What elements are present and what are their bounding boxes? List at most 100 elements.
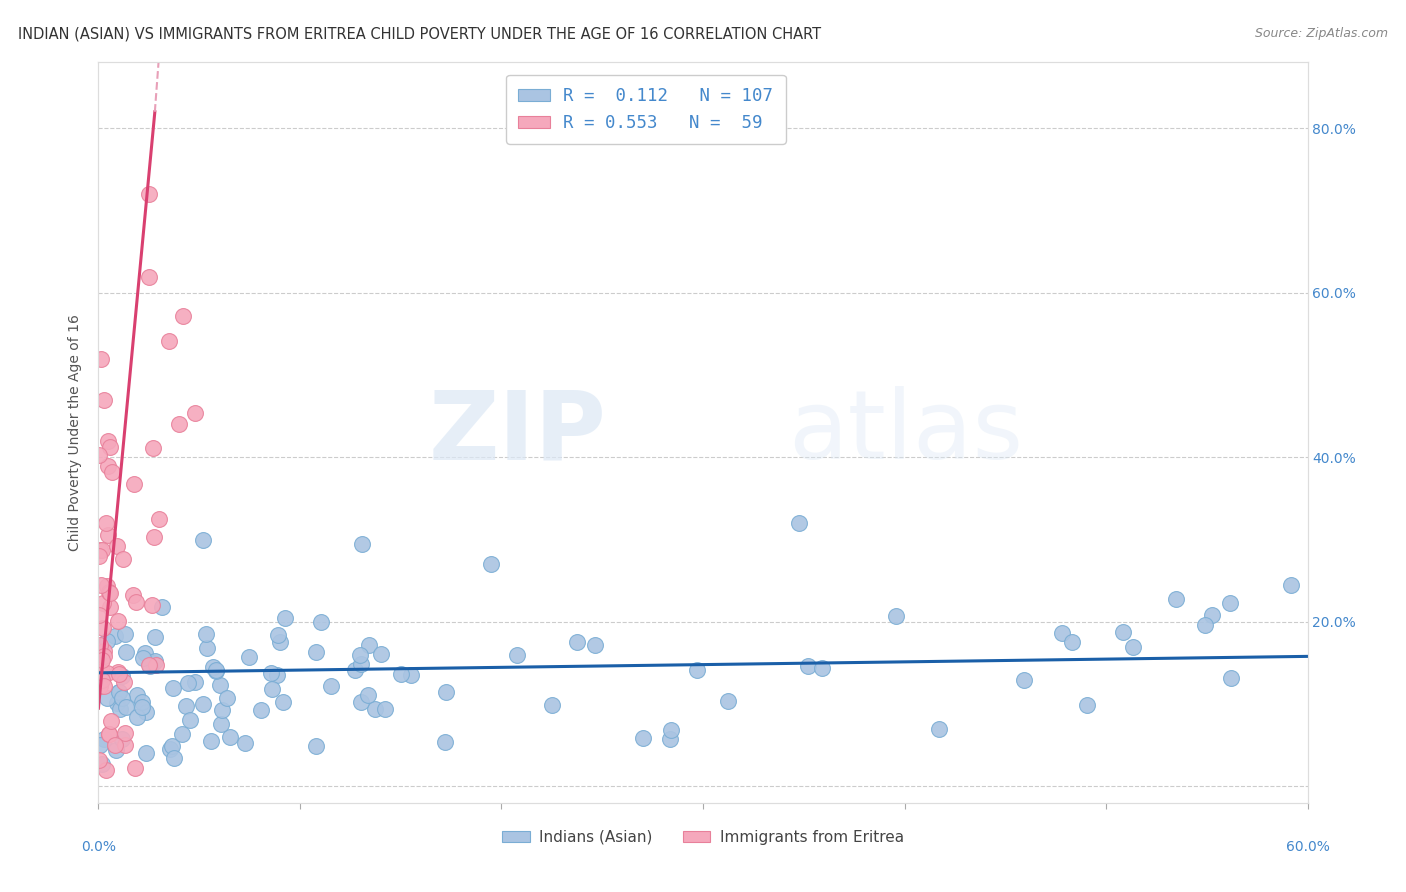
Point — [89, 542, 111, 557]
Point — [305, 644, 328, 658]
Point — [357, 688, 380, 702]
Point — [134, 646, 156, 660]
Point — [131, 695, 153, 709]
Point — [139, 659, 162, 673]
Point — [105, 696, 128, 710]
Point — [269, 635, 291, 649]
Point — [114, 725, 136, 739]
Point — [127, 688, 149, 702]
Point — [350, 657, 373, 671]
Point — [659, 723, 682, 737]
Point — [135, 746, 157, 760]
Point — [108, 684, 131, 698]
Point — [434, 735, 457, 749]
Point — [93, 392, 115, 407]
Point — [191, 533, 214, 547]
Point — [217, 690, 239, 705]
Point — [184, 674, 207, 689]
Point — [565, 634, 588, 648]
Point — [205, 663, 228, 677]
Point — [359, 638, 381, 652]
Text: INDIAN (ASIAN) VS IMMIGRANTS FROM ERITREA CHILD POVERTY UNDER THE AGE OF 16 CORR: INDIAN (ASIAN) VS IMMIGRANTS FROM ERITRE… — [18, 27, 821, 42]
Point — [135, 706, 157, 720]
Point — [1112, 625, 1135, 640]
Point — [209, 678, 232, 692]
Point — [434, 685, 457, 699]
Point — [91, 756, 114, 771]
Point — [266, 667, 288, 681]
Point — [94, 516, 117, 531]
Point — [114, 699, 136, 714]
Point — [97, 434, 120, 448]
Point — [89, 448, 111, 462]
Point — [209, 717, 232, 731]
Point — [132, 650, 155, 665]
Point — [267, 628, 290, 642]
Point — [91, 597, 114, 611]
Point — [90, 673, 112, 687]
Point — [233, 736, 256, 750]
Point — [350, 536, 373, 550]
Point — [389, 667, 412, 681]
Point — [274, 611, 297, 625]
Point — [142, 656, 165, 670]
Point — [479, 558, 502, 572]
Point — [114, 738, 136, 752]
Point — [150, 600, 173, 615]
Point — [105, 539, 128, 553]
Point — [110, 702, 132, 716]
Point — [260, 681, 283, 696]
Point — [540, 698, 562, 712]
Point — [90, 351, 112, 366]
Point — [96, 579, 118, 593]
Point — [89, 607, 111, 622]
Point — [633, 731, 655, 745]
Point — [93, 732, 115, 747]
Point — [583, 638, 606, 652]
Point — [104, 629, 127, 643]
Point — [94, 763, 117, 777]
Point — [138, 187, 160, 202]
Point — [202, 659, 225, 673]
Point — [89, 549, 111, 564]
Point — [96, 634, 118, 648]
Point — [1201, 607, 1223, 622]
Point — [1219, 671, 1241, 685]
Point — [127, 710, 149, 724]
Point — [1194, 618, 1216, 632]
Point — [112, 675, 135, 690]
Point — [138, 658, 160, 673]
Point — [184, 407, 207, 421]
Point — [145, 654, 167, 668]
Point — [273, 696, 295, 710]
Point — [89, 738, 111, 752]
Point — [108, 667, 131, 681]
Point — [250, 703, 273, 717]
Point — [98, 727, 121, 741]
Point — [218, 730, 240, 744]
Point — [122, 477, 145, 491]
Point — [107, 614, 129, 628]
Point — [170, 727, 193, 741]
Point — [98, 727, 121, 741]
Point — [148, 512, 170, 526]
Point — [160, 739, 183, 754]
Point — [401, 668, 423, 682]
Point — [100, 714, 122, 728]
Point — [105, 742, 128, 756]
Point — [374, 702, 396, 716]
Point — [131, 699, 153, 714]
Point — [1076, 698, 1098, 713]
Point — [172, 309, 194, 323]
Point — [260, 666, 283, 681]
Point — [506, 648, 529, 662]
Point — [1062, 634, 1084, 648]
Point — [97, 528, 120, 542]
Point — [111, 690, 134, 705]
Point — [89, 680, 111, 694]
Point — [98, 600, 121, 615]
Point — [238, 649, 260, 664]
Point — [125, 595, 148, 609]
Point — [89, 638, 111, 652]
Point — [686, 664, 709, 678]
